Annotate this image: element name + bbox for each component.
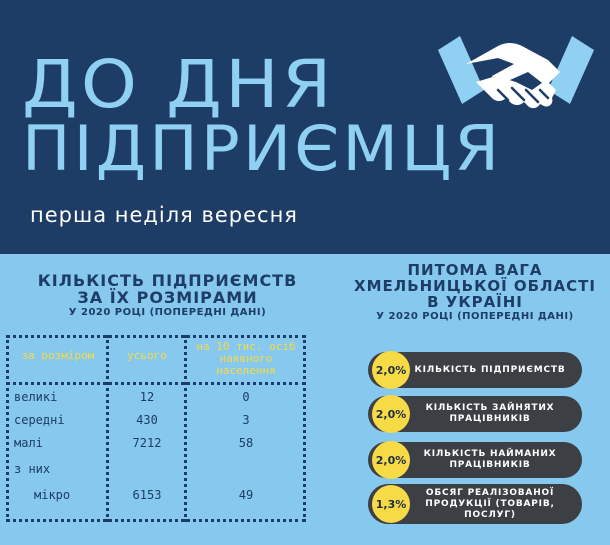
right-heading: ПИТОМА ВАГА ХМЕЛЬНИЦЬКОЇ ОБЛАСТІ В УКРАЇ… bbox=[340, 262, 610, 324]
table-header-total: усього bbox=[127, 349, 167, 362]
left-title-line-2: ЗА ЇХ РОЗМІРАМИ bbox=[77, 288, 258, 307]
table-header-size: за розміром bbox=[21, 349, 95, 362]
table-row-total: 430 bbox=[136, 413, 158, 427]
right-title-line-1: ПИТОМА ВАГА bbox=[407, 261, 543, 279]
right-title-line-3: В УКРАЇНІ bbox=[427, 293, 523, 311]
left-title-line-1: КІЛЬКІСТЬ ПІДПРИЄМСТВ bbox=[37, 271, 298, 290]
share-item-label: КІЛЬКІСТЬ ПІДПРИЄМСТВ bbox=[414, 364, 566, 375]
table-row-label: середні bbox=[14, 413, 65, 427]
table-row-label: мікро bbox=[34, 488, 71, 502]
table-row-label: малі bbox=[14, 436, 43, 450]
share-item-label: КІЛЬКІСТЬ НАЙМАНИХ ПРАЦІВНИКІВ bbox=[423, 449, 557, 470]
share-item-value: 2,0% bbox=[372, 395, 410, 433]
left-subtitle: У 2020 РОЦІ (ПОПЕРЕДНІ ДАНІ) bbox=[68, 307, 267, 318]
right-subtitle: У 2020 РОЦІ (ПОПЕРЕДНІ ДАНІ) bbox=[376, 311, 574, 322]
header-banner bbox=[0, 0, 610, 254]
table-header-divider bbox=[6, 382, 306, 385]
table-divider bbox=[106, 335, 109, 522]
table-row-per10k: 3 bbox=[242, 413, 250, 427]
table-row-total: 7212 bbox=[132, 436, 162, 450]
title-line-1: ДО ДНЯ bbox=[22, 46, 335, 123]
table-row-per10k: 58 bbox=[238, 436, 254, 450]
table-row-per10k: 49 bbox=[238, 488, 254, 502]
table-row-label: з них bbox=[14, 462, 51, 476]
table-row-total: 12 bbox=[139, 390, 155, 404]
share-item-label: КІЛЬКІСТЬ ЗАЙНЯТИХ ПРАЦІВНИКІВ bbox=[425, 403, 555, 424]
table-row-per10k: 0 bbox=[242, 390, 250, 404]
share-item-value: 1,3% bbox=[372, 485, 410, 523]
table-divider bbox=[184, 335, 187, 522]
table-row-total: 6153 bbox=[132, 488, 162, 502]
share-item-value: 2,0% bbox=[372, 441, 410, 479]
left-heading: КІЛЬКІСТЬ ПІДПРИЄМСТВ ЗА ЇХ РОЗМІРАМИ У … bbox=[0, 272, 335, 320]
right-title-line-2: ХМЕЛЬНИЦЬКОЇ ОБЛАСТІ bbox=[354, 277, 596, 295]
share-item-label: ОБСЯГ РЕАЛІЗОВАНОЇ ПРОДУКЦІЇ (ТОВАРІВ, П… bbox=[425, 487, 555, 520]
subtitle: перша неділя вересня bbox=[30, 203, 298, 227]
handshake-icon bbox=[438, 36, 594, 109]
title-line-2: ПІДПРИЄМЦЯ bbox=[22, 112, 503, 185]
table-header-per10k: на 10 тис. осіб наявного населення bbox=[196, 340, 296, 377]
table-row-label: великі bbox=[14, 390, 58, 404]
size-table bbox=[6, 335, 306, 522]
share-item-value: 2,0% bbox=[372, 351, 410, 389]
